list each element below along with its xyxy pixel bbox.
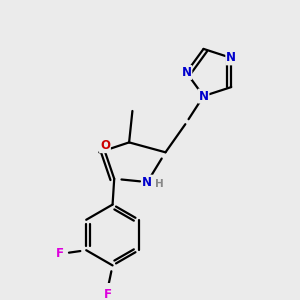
Text: N: N — [226, 51, 236, 64]
Text: N: N — [142, 176, 152, 189]
Text: F: F — [103, 288, 112, 300]
Text: N: N — [182, 66, 191, 79]
Text: N: N — [199, 90, 208, 103]
Text: H: H — [155, 179, 164, 189]
Text: O: O — [100, 139, 110, 152]
Text: F: F — [56, 247, 64, 260]
